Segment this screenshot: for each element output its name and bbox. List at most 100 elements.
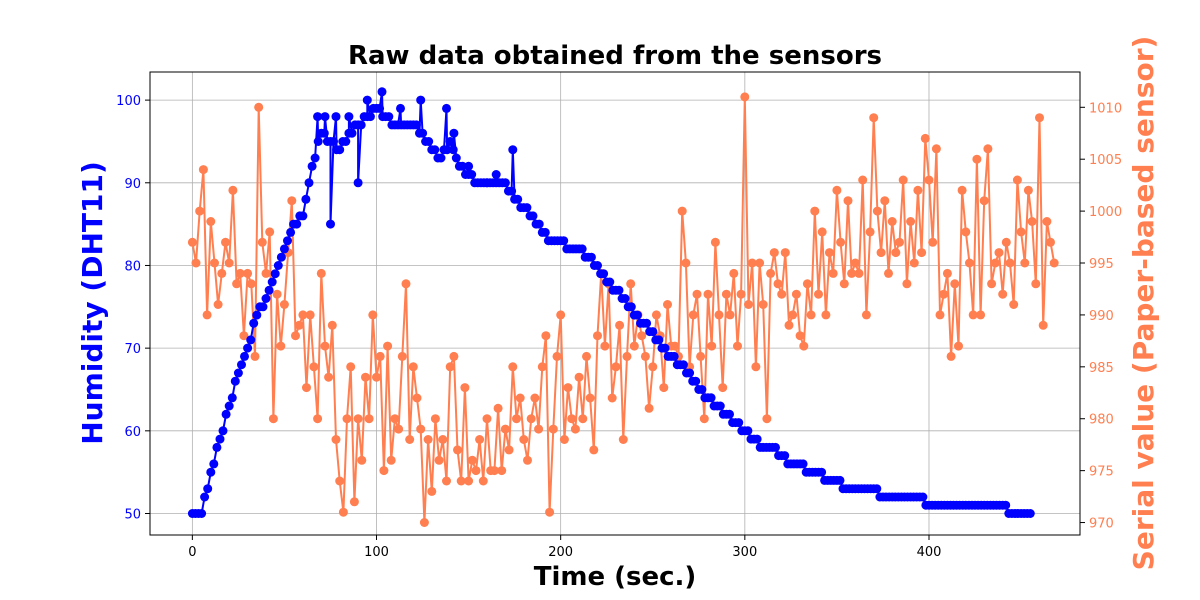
humidity-point [313, 137, 323, 146]
serial-point [497, 466, 507, 476]
serial-point [725, 310, 735, 320]
serial-point [198, 165, 208, 175]
serial-point [294, 320, 304, 330]
humidity-point [1001, 500, 1011, 510]
serial-point [979, 196, 989, 206]
y-right-tick-label: 980 [1089, 413, 1114, 428]
humidity-point [203, 484, 213, 494]
serial-point [825, 248, 834, 258]
serial-point [821, 310, 831, 320]
serial-point [994, 248, 1004, 258]
serial-point [276, 341, 286, 351]
serial-point [677, 206, 687, 216]
serial-point [541, 331, 551, 341]
humidity-point [771, 442, 780, 452]
serial-point [232, 279, 242, 289]
serial-point [202, 310, 212, 320]
humidity-point [798, 459, 808, 469]
serial-point [430, 414, 440, 424]
serial-point [287, 196, 297, 206]
serial-point [659, 383, 669, 393]
humidity-point [491, 170, 501, 179]
serial-point [582, 351, 591, 361]
serial-point [1042, 217, 1052, 226]
serial-point [449, 351, 459, 361]
serial-point [791, 289, 801, 299]
serial-point [383, 341, 393, 351]
humidity-point [237, 360, 246, 370]
humidity-point [752, 434, 762, 444]
serial-point [419, 518, 429, 527]
serial-point [965, 258, 974, 268]
humidity-point [593, 261, 602, 270]
humidity-point [445, 137, 455, 146]
serial-point [703, 289, 713, 299]
serial-point [563, 383, 573, 393]
serial-point [939, 289, 949, 299]
serial-point [467, 455, 477, 465]
y-right-tick-label: 970 [1089, 517, 1114, 532]
serial-point [795, 331, 805, 341]
serial-point [935, 310, 945, 320]
x-tick-label: 0 [188, 545, 196, 560]
serial-point [817, 227, 827, 237]
humidity-point [448, 145, 458, 155]
serial-point [552, 351, 562, 361]
serial-point [736, 289, 746, 299]
humidity-point [218, 426, 228, 436]
humidity-point [678, 360, 688, 370]
serial-point [814, 289, 823, 299]
humidity-point [449, 128, 459, 138]
serial-point [884, 268, 893, 278]
humidity-point [249, 318, 259, 328]
humidity-point [918, 492, 928, 502]
serial-point [755, 258, 765, 268]
serial-point [600, 341, 610, 351]
humidity-point [362, 95, 372, 105]
serial-point [224, 258, 234, 268]
serial-point [489, 466, 499, 476]
humidity-point [301, 194, 311, 204]
serial-point [729, 268, 739, 278]
serial-point [920, 133, 930, 143]
serial-point [769, 248, 779, 258]
serial-point [279, 300, 289, 309]
serial-point [574, 372, 584, 382]
humidity-point [200, 492, 210, 502]
y-right-tick-label: 1005 [1089, 153, 1122, 168]
humidity-point [586, 252, 596, 262]
serial-point [364, 414, 374, 424]
serial-point [990, 258, 1000, 268]
serial-point [191, 258, 201, 268]
serial-point [644, 403, 654, 413]
serial-point [254, 102, 264, 112]
serial-point [640, 351, 650, 361]
serial-point [593, 331, 602, 341]
humidity-point [267, 277, 277, 287]
serial-point [353, 414, 363, 424]
humidity-point [310, 153, 320, 163]
serial-point [740, 92, 750, 102]
humidity-point [743, 426, 753, 436]
serial-point [906, 217, 916, 226]
serial-point [880, 196, 890, 206]
serial-point [850, 258, 860, 268]
humidity-point [605, 277, 615, 287]
humidity-point [224, 401, 234, 411]
serial-point [265, 227, 275, 237]
serial-point [762, 414, 772, 424]
humidity-point [384, 112, 394, 122]
serial-point [313, 414, 323, 424]
serial-point [710, 237, 720, 247]
serial-point [526, 414, 536, 424]
humidity-point [534, 219, 544, 229]
serial-point [913, 185, 923, 195]
y-left-tick-label: 90 [124, 177, 141, 192]
serial-point [327, 320, 337, 330]
serial-point [434, 455, 444, 465]
serial-point [386, 455, 396, 465]
serial-point [1038, 320, 1048, 330]
y-right-tick-label: 1000 [1089, 205, 1122, 220]
serial-point [1009, 300, 1019, 309]
